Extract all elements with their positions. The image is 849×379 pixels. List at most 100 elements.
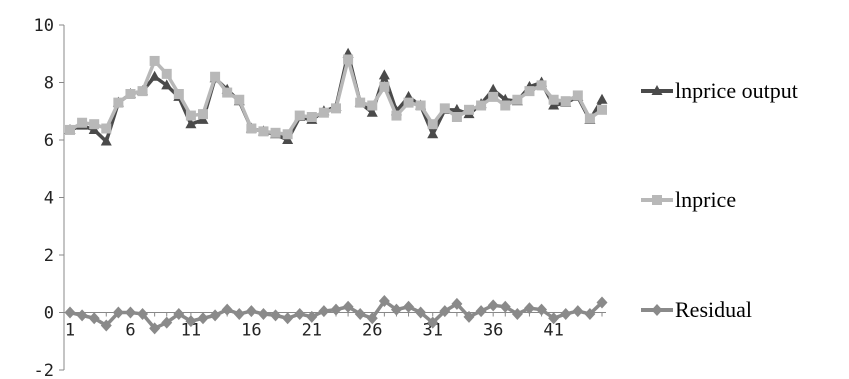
y-tick-label: 6 [44,131,54,151]
data-point [342,300,354,313]
x-tick-label: 31 [422,321,442,341]
data-point [499,300,511,313]
data-point [113,97,124,108]
data-point [451,297,463,310]
legend-item: lnprice [641,187,736,212]
x-tick-label: 6 [125,321,135,341]
data-point [270,127,281,138]
data-point [282,129,293,140]
data-point [439,305,451,318]
data-point [331,103,341,114]
data-point [439,103,450,114]
data-point [221,303,233,316]
data-point [112,306,124,319]
data-point [584,307,596,320]
data-point [391,110,402,121]
data-point [500,100,511,111]
data-point [76,309,88,322]
y-axis: -2 0 2 4 6 8 10 [34,16,65,379]
data-point [161,68,172,79]
legend-marker [651,85,663,95]
data-point [476,100,487,111]
y-tick-label: -2 [34,361,54,379]
y-tick-label: 0 [44,304,54,324]
data-point [560,307,572,320]
data-point [378,69,390,80]
data-point [366,106,378,117]
data-point [596,93,608,104]
data-point [572,305,584,318]
data-point [197,312,209,325]
data-point [560,96,571,107]
data-point [282,312,294,325]
x-tick-label: 1 [65,321,75,341]
data-point [475,305,487,318]
data-point [463,310,475,323]
data-point [403,300,415,313]
data-point [427,316,439,329]
data-point [415,100,426,111]
data-point [125,89,136,99]
data-point [173,89,184,99]
data-point [89,119,100,130]
data-point [161,316,173,329]
data-point [149,70,161,81]
data-point [137,307,149,320]
data-point [343,54,354,65]
data-point [257,307,269,320]
data-point [512,94,523,105]
data-point [378,295,390,307]
data-point [488,91,499,102]
x-tick-label: 16 [241,321,261,341]
data-point [258,126,269,137]
data-point [101,123,112,134]
data-point [77,117,88,128]
data-point [487,299,499,312]
x-tick-label: 21 [302,321,322,341]
data-point [270,309,282,322]
data-point [403,97,414,108]
data-point [318,107,329,118]
series-residual [64,295,608,335]
data-point [584,113,595,124]
data-point [185,110,196,121]
legend-label: lnprice output [675,78,798,103]
y-tick-label: 8 [44,74,54,94]
legend-marker [652,195,662,205]
x-tick-label: 41 [543,321,563,341]
data-point [294,110,305,121]
data-point [306,310,318,323]
data-point [427,128,439,139]
data-point [124,306,136,319]
data-point [233,307,245,320]
legend-marker [651,304,663,316]
legend-item: Residual [641,297,752,322]
data-point [161,79,173,90]
data-point [149,322,161,335]
data-point [294,307,306,320]
data-point [415,306,427,319]
data-point [209,309,221,322]
x-tick-label: 36 [483,321,503,341]
y-tick-label: 4 [44,189,54,209]
data-point [524,86,535,97]
data-point [100,319,112,332]
data-point [597,104,607,115]
y-tick-label: 2 [44,246,54,266]
data-point [65,124,75,135]
y-tick-label: 10 [34,16,54,36]
data-point [246,123,257,134]
data-point [451,103,463,114]
data-point [511,307,523,320]
series-lnprice [65,54,607,140]
data-point [64,306,76,319]
data-point [198,109,208,120]
data-point [210,71,221,82]
data-point [355,97,366,108]
data-point [596,296,608,309]
data-point [245,305,257,318]
legend-item: lnprice output [641,78,798,103]
data-point [390,303,402,316]
data-point [536,303,548,316]
data-point [354,307,366,320]
